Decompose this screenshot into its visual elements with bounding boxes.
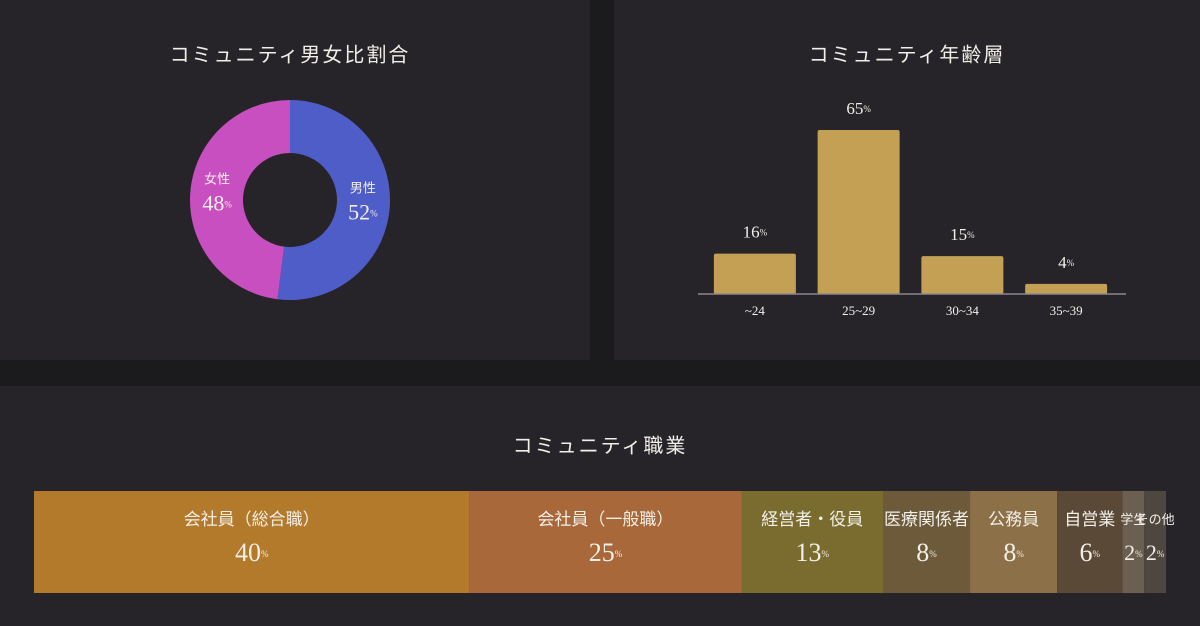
value-label: 48%	[202, 190, 232, 215]
bar	[713, 253, 796, 294]
x-tick-label: ~24	[745, 303, 766, 318]
segment-label: 会社員（総合職）	[184, 510, 320, 529]
x-tick-label: 25~29	[842, 303, 875, 318]
value-unit: %	[822, 549, 830, 559]
segment-label: 会社員（一般職）	[537, 510, 673, 529]
value-label: 52%	[348, 200, 378, 225]
value-unit: %	[967, 230, 975, 240]
value-number: 13	[796, 538, 822, 567]
value-unit: %	[370, 209, 378, 219]
segment-label: 医療関係者	[884, 510, 969, 529]
segment-label: その他	[1136, 512, 1175, 527]
value-unit: %	[615, 549, 623, 559]
value-unit: %	[863, 104, 871, 114]
value-number: 65	[846, 99, 863, 118]
segment	[1122, 491, 1145, 593]
donut-slice	[190, 100, 290, 300]
value-label: 15%	[950, 225, 975, 244]
value-label: 6%	[1080, 538, 1101, 567]
value-label: 4%	[1058, 253, 1075, 272]
value-number: 2	[1146, 540, 1157, 565]
value-number: 15	[950, 225, 967, 244]
value-label: 13%	[796, 538, 830, 567]
segment-label: 自営業	[1064, 510, 1115, 529]
segment	[34, 491, 470, 593]
value-number: 25	[589, 538, 615, 567]
panel	[614, 0, 1200, 360]
value-number: 6	[1080, 538, 1093, 567]
value-number: 16	[743, 223, 760, 242]
segment	[1057, 491, 1123, 593]
value-unit: %	[1016, 549, 1024, 559]
segment-label: 公務員	[988, 510, 1039, 529]
value-label: 16%	[743, 223, 768, 242]
value-unit: %	[929, 549, 937, 559]
value-unit: %	[1157, 549, 1165, 559]
segment-label: 経営者・役員	[761, 510, 863, 529]
donut-slice	[277, 100, 391, 300]
value-unit: %	[1135, 549, 1143, 559]
segment	[741, 491, 883, 593]
bar	[1025, 283, 1108, 294]
value-unit: %	[224, 199, 232, 209]
segment-label: 学生	[1120, 512, 1146, 527]
panel	[0, 0, 590, 360]
slice-label: 男性	[350, 181, 376, 196]
slice-label: 女性	[204, 171, 230, 186]
value-number: 4	[1058, 253, 1067, 272]
value-unit: %	[1093, 549, 1101, 559]
value-number: 8	[1003, 538, 1016, 567]
value-number: 8	[916, 538, 929, 567]
value-unit: %	[261, 549, 269, 559]
bar	[921, 256, 1004, 294]
x-tick-label: 30~34	[946, 303, 980, 318]
value-label: 8%	[1003, 538, 1024, 567]
value-label: 40%	[235, 538, 269, 567]
chart-title: コミュニティ男女比割合	[170, 44, 411, 67]
segment	[469, 491, 742, 593]
value-label: 65%	[846, 99, 871, 118]
value-number: 2	[1124, 540, 1135, 565]
value-unit: %	[760, 228, 768, 238]
value-label: 8%	[916, 538, 937, 567]
segment	[1144, 491, 1166, 593]
value-label: 2%	[1146, 540, 1165, 565]
bar	[817, 130, 900, 294]
value-number: 40	[235, 538, 261, 567]
value-unit: %	[1067, 258, 1075, 268]
segment	[883, 491, 971, 593]
value-label: 2%	[1124, 540, 1143, 565]
x-tick-label: 35~39	[1050, 303, 1083, 318]
value-number: 52	[348, 200, 370, 225]
value-number: 48	[202, 190, 224, 215]
segment	[970, 491, 1058, 593]
value-label: 25%	[589, 538, 623, 567]
chart-title: コミュニティ年齢層	[809, 44, 1006, 67]
chart-title: コミュニティ職業	[513, 435, 688, 458]
